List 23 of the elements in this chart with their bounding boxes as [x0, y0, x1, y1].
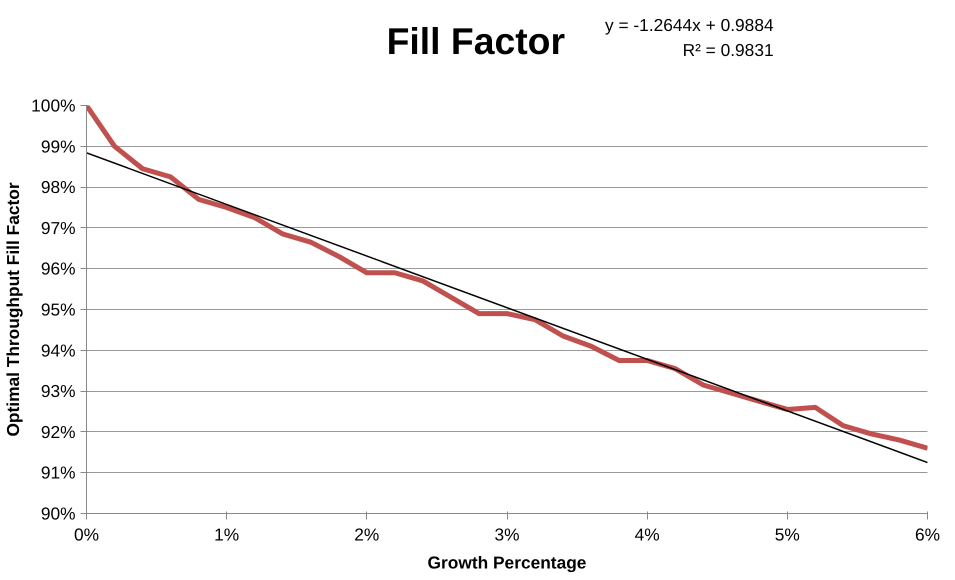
- y-tick-label: 95%: [40, 300, 76, 320]
- x-tick-label: 5%: [774, 524, 800, 544]
- y-axis-title: Optimal Throughput Fill Factor: [3, 182, 24, 437]
- y-tick-label: 94%: [40, 340, 76, 360]
- y-tick-label: 91%: [40, 462, 76, 483]
- x-tick-label: 3%: [494, 524, 520, 544]
- x-tick-label: 4%: [634, 524, 660, 544]
- chart-title: Fill Factor: [386, 19, 565, 64]
- y-tick-label: 96%: [40, 258, 76, 279]
- text: y = -1.2644x + 0.9884: [605, 14, 774, 37]
- y-tick-label: 93%: [40, 381, 76, 402]
- x-tick-label: 6%: [914, 524, 940, 544]
- y-tick-label: 99%: [40, 136, 76, 156]
- y-tick-label: 92%: [40, 422, 76, 442]
- x-axis-title: Growth Percentage: [428, 552, 587, 572]
- y-tick-label: 97%: [40, 218, 76, 238]
- y-tick-label: 100%: [31, 96, 76, 116]
- y-tick-label: 90%: [40, 504, 76, 524]
- y-tick-label: 98%: [40, 177, 76, 198]
- text: R² = 0.9831: [682, 38, 774, 62]
- x-tick-label: 0%: [74, 524, 100, 544]
- x-tick-label: 2%: [354, 524, 380, 544]
- x-tick-label: 1%: [214, 524, 240, 544]
